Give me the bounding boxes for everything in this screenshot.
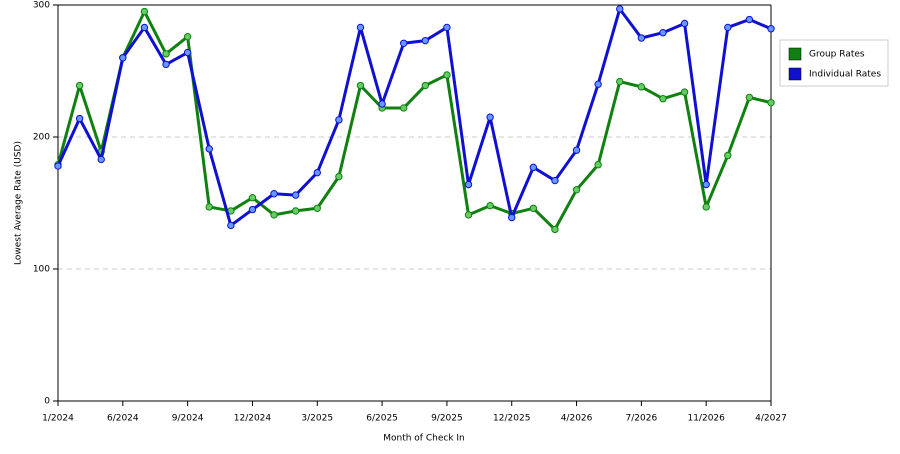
point (378, 100, 386, 108)
point (616, 77, 624, 86)
point (724, 151, 732, 160)
point (529, 163, 538, 172)
point (399, 104, 408, 112)
point (745, 93, 754, 102)
x-tick-label: 12/2025 (493, 414, 530, 424)
point (529, 204, 538, 212)
point (356, 23, 365, 32)
y-tick-label: 0 (44, 397, 50, 407)
series-line (56, 10, 772, 231)
legend-swatch (788, 67, 802, 81)
point (594, 161, 602, 169)
point (702, 203, 710, 211)
point (637, 83, 646, 91)
x-tick-label: 11/2026 (687, 414, 725, 424)
point (551, 225, 559, 234)
y-axis-label: Lowest Average Rate (USD) (14, 141, 24, 265)
point (680, 88, 689, 96)
legend-label: Individual Rates (809, 70, 881, 80)
x-tick-label: 9/2024 (172, 414, 204, 424)
point (464, 211, 473, 219)
point (464, 180, 473, 189)
point (616, 5, 624, 13)
point (119, 54, 127, 62)
point (162, 60, 170, 69)
x-tick-label: 1/2024 (42, 414, 74, 424)
point (443, 23, 451, 32)
x-tick-label: 9/2025 (431, 414, 463, 424)
point (767, 98, 775, 107)
point (183, 48, 192, 57)
point (399, 39, 408, 47)
point (421, 81, 430, 90)
point (54, 162, 62, 170)
y-tick-label: 200 (33, 133, 50, 143)
point (227, 221, 235, 230)
point (572, 186, 581, 194)
point (205, 203, 213, 211)
point (205, 145, 213, 153)
point (659, 95, 667, 103)
x-tick-label: 4/2027 (755, 414, 787, 424)
x-tick-label: 7/2026 (626, 414, 658, 424)
point (75, 114, 84, 123)
x-tick-label: 6/2024 (107, 414, 139, 424)
point (767, 25, 775, 33)
point (140, 7, 149, 16)
point (702, 180, 710, 189)
x-tick-label: 6/2025 (366, 414, 398, 424)
point (572, 146, 581, 154)
y-tick-label: 100 (33, 265, 50, 275)
point (183, 32, 192, 41)
legend-label: Group Rates (809, 50, 865, 60)
point (291, 191, 300, 199)
point (335, 172, 343, 181)
x-tick-label: 12/2024 (234, 414, 272, 424)
point (486, 113, 494, 121)
point (313, 204, 321, 212)
point (248, 194, 257, 202)
y-tick-label: 300 (33, 1, 50, 11)
point (313, 168, 321, 177)
point (421, 36, 430, 45)
point (745, 15, 754, 24)
point (97, 155, 105, 164)
point (659, 29, 667, 37)
point (680, 19, 689, 28)
point (140, 23, 149, 32)
x-tick-label: 3/2025 (301, 414, 333, 424)
point (248, 205, 257, 214)
point (551, 176, 559, 185)
x-tick-label: 4/2026 (561, 414, 593, 424)
legend-swatch (788, 47, 802, 61)
point (291, 207, 300, 215)
point (75, 81, 84, 90)
point (724, 23, 732, 32)
point (443, 71, 451, 79)
point (637, 34, 646, 42)
point (162, 50, 170, 58)
point (508, 213, 516, 222)
point (270, 190, 278, 198)
point (486, 201, 494, 210)
point (356, 81, 365, 90)
point (335, 116, 343, 124)
x-axis-label: Month of Check In (383, 434, 465, 444)
point (594, 80, 602, 88)
series-line (56, 7, 772, 227)
point (270, 211, 278, 219)
